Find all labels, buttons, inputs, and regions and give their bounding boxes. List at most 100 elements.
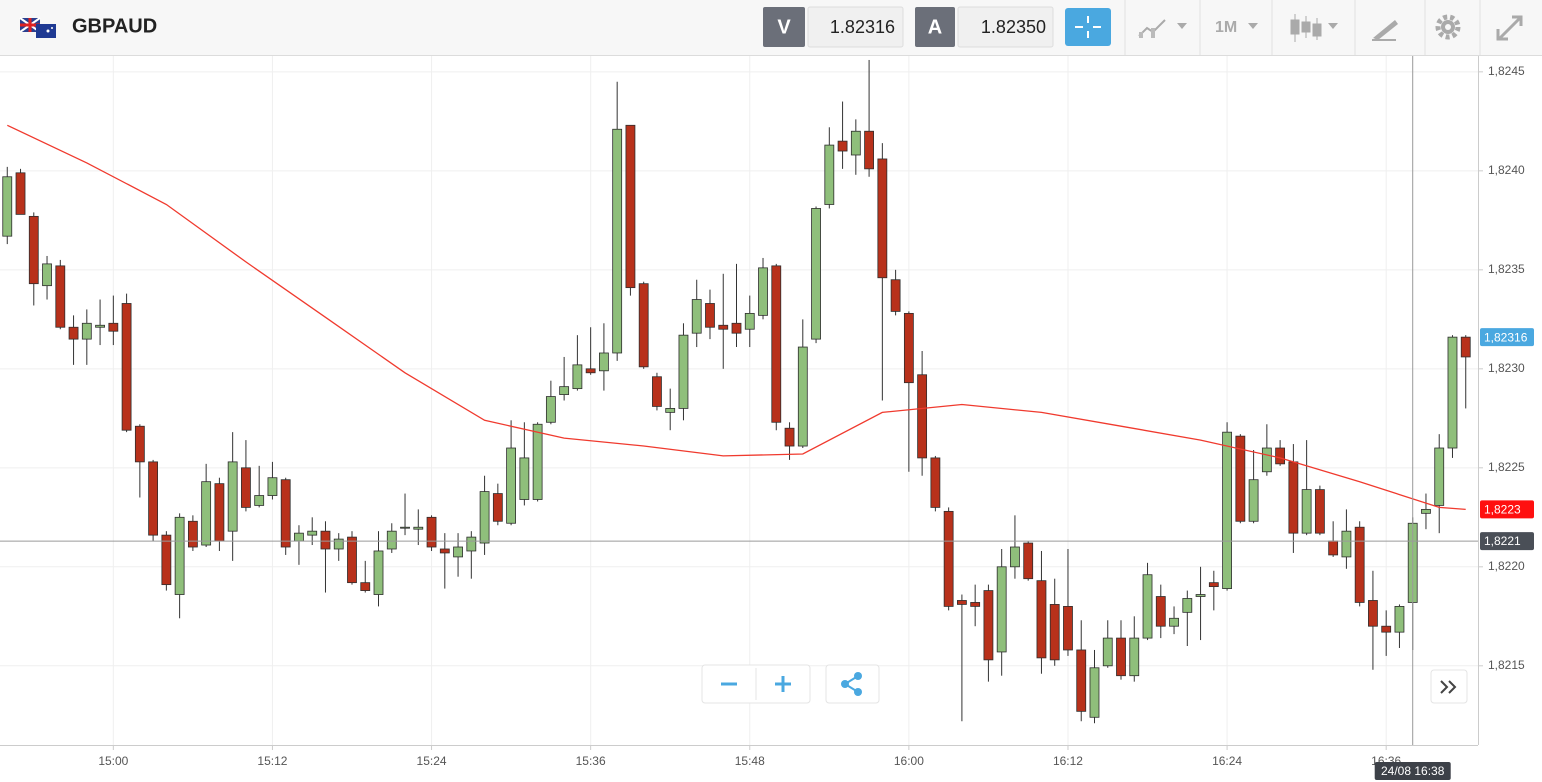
candle-body [1248,479,1259,522]
candle-body [294,532,304,542]
candle-body [386,530,397,550]
candle-body [983,590,994,661]
candle-body [1421,508,1431,514]
y-tick-label: 1,8225 [1488,460,1525,474]
candle-body [1049,604,1060,661]
timeframe-button[interactable]: 1M [1215,19,1258,36]
y-tick-label: 1,8220 [1488,559,1525,573]
scroll-to-end-button[interactable] [1430,669,1468,704]
ask-value: 1.82350 [981,17,1046,37]
crosshair-button[interactable] [1065,8,1111,46]
candle-body [347,536,357,584]
candle-body [121,303,132,431]
candle-body [718,324,729,330]
candle-body [42,263,52,287]
candle-body [1275,447,1286,465]
y-tick-label: 1,8235 [1488,262,1525,276]
crosshair-price-tag-box [1480,532,1534,551]
ask-label: A [928,16,942,38]
share-button[interactable] [825,664,880,704]
x-tick-label: 16:24 [1212,754,1242,768]
candle-body [28,215,39,285]
y-tick-label: 1,8215 [1488,658,1525,672]
candle-body [731,322,742,334]
candle-body [1076,649,1087,712]
candle-body [930,457,941,508]
candle-body [1155,596,1166,627]
candle-body [413,526,424,530]
candle-body [95,324,105,328]
bid-button[interactable] [763,7,805,47]
candle-body [811,208,821,340]
x-tick-label: 15:12 [257,754,287,768]
candle-body [81,322,92,340]
grid [0,56,1483,750]
candle-body [1182,598,1193,613]
zoom-controls [701,664,811,704]
timeframe: 1M [1215,19,1237,36]
candle-body [585,368,596,374]
moving-average-tag-box [1480,500,1534,519]
settings-button[interactable] [1435,14,1461,40]
candle-body [1195,594,1206,597]
candle-body [333,538,344,550]
candle-style-button[interactable] [1290,14,1338,42]
candle-body [771,265,782,423]
candle-body [479,491,490,544]
candle-body [890,279,901,312]
candle-body [2,176,13,237]
overlay: 1,8215 1,8220 1,8225 1,8230 1,8235 1,8240 1,82… [0,56,1534,780]
candle-body [705,303,715,328]
candle-body [201,481,212,546]
candle-body [400,526,410,529]
x-tick-label: 16:00 [894,754,924,768]
candle-body [466,536,477,552]
candle-body [625,124,636,289]
candle-body [1341,530,1352,558]
crosshair-time-box [1374,762,1451,780]
candle-body [360,582,371,591]
candle-body [148,461,159,536]
candle-body [15,172,26,215]
drawing-tool-button[interactable] [1372,20,1398,41]
x-tick-label: 16:12 [1053,754,1083,768]
chart-type-button[interactable] [1138,19,1187,38]
symbol: GBPAUD [72,15,157,37]
candle-body [797,346,808,447]
bid-box [807,6,904,48]
candle-body [652,376,662,407]
candle-body [744,312,755,330]
candle-body [1142,574,1153,639]
last-price-tag-box [1480,328,1534,347]
candle-body [1394,606,1405,633]
zoom-in-button[interactable] [775,676,791,692]
candle-body [957,600,967,605]
candle-body [599,352,609,372]
fullscreen-button[interactable] [1496,15,1523,41]
candle-body [506,447,516,524]
candle-body [691,299,702,334]
candle-body [453,546,463,558]
last-price-tag: 1,82316 [1484,330,1528,344]
ask-box [957,6,1054,48]
candle-body [572,364,583,390]
bid-value: 1.82316 [830,17,895,37]
candle-body [638,283,649,368]
candle-body [373,550,384,595]
candle-body [280,479,291,548]
candle-body [1169,617,1179,627]
flag-icon [19,17,56,38]
candle-body [678,334,689,409]
candle-body [1208,582,1219,588]
candle-body [612,128,623,354]
x-tick-label: 15:24 [417,754,447,768]
candle-body [267,477,278,496]
candle-body [824,144,835,205]
ask-button[interactable] [915,7,955,47]
candle-body [519,457,530,500]
candle-body [1222,431,1232,589]
candle-body [1381,625,1392,633]
moving-average-line [7,124,1466,511]
y-tick-label: 1,8230 [1488,361,1525,375]
